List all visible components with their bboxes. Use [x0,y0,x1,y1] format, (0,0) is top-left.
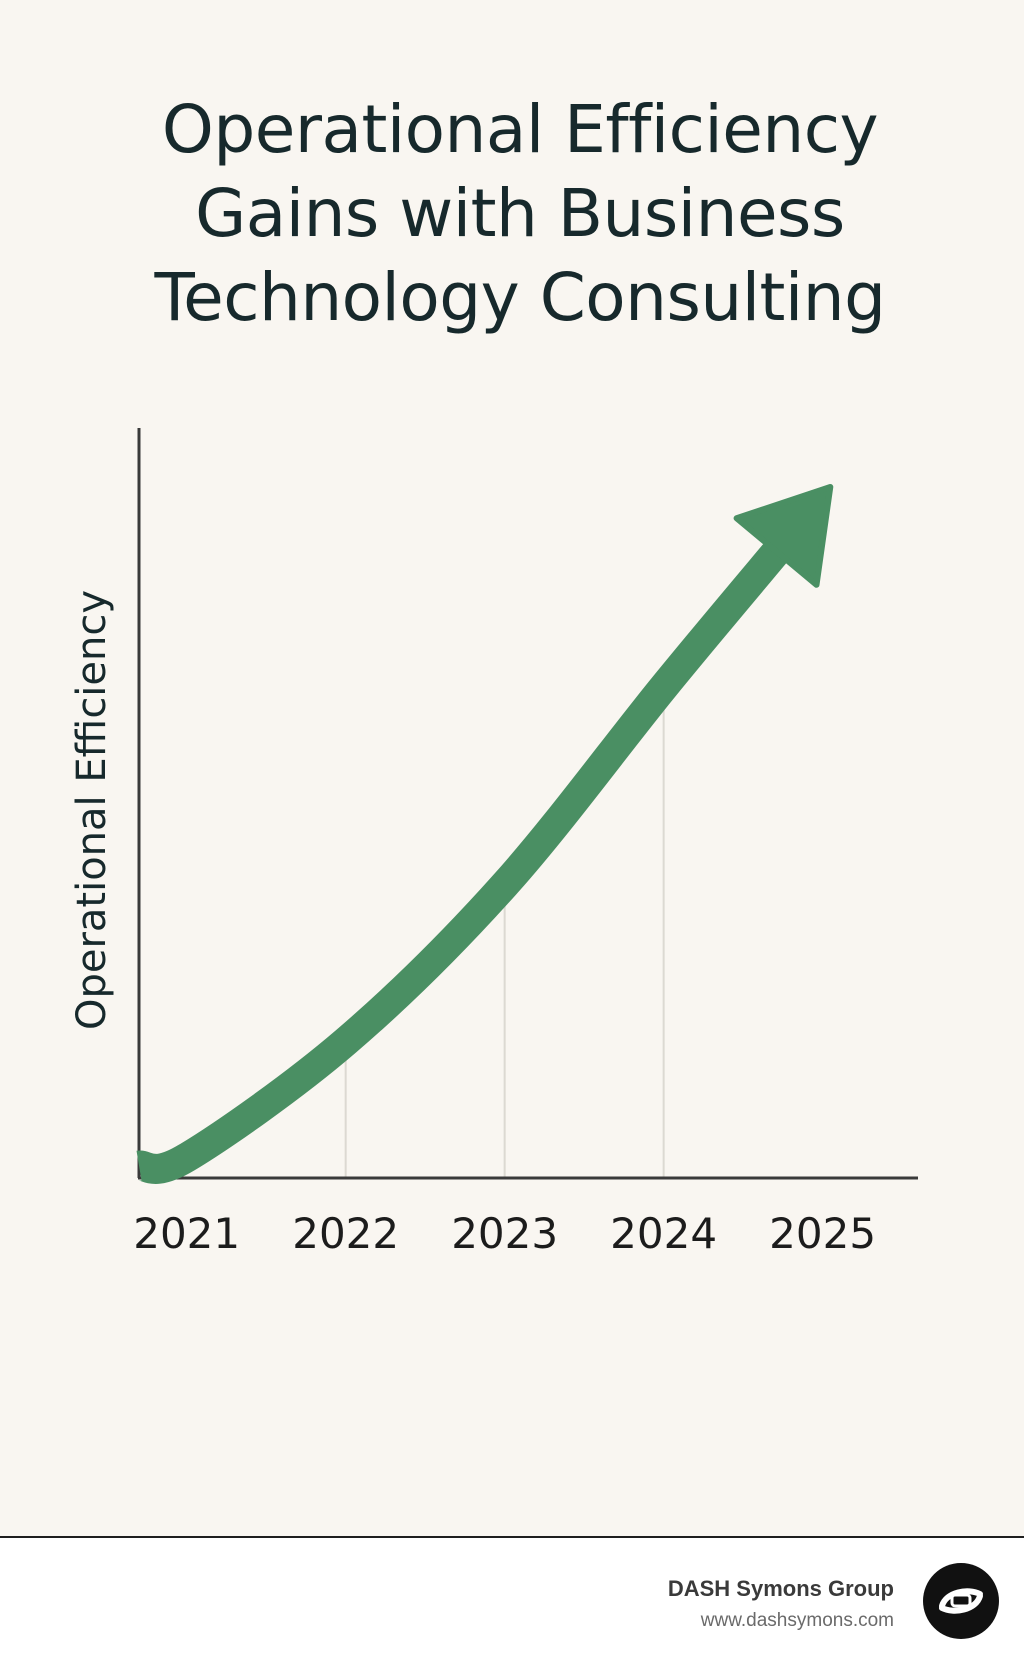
y-axis-label: Operational Efficiency [69,590,115,1030]
chart-title-line-2: Gains with Business [195,175,845,252]
brand-name: DASH Symons Group [667,1576,894,1601]
chart-title-line-1: Operational Efficiency [161,91,879,168]
x-tick-label-2021: 2021 [133,1209,240,1258]
footer: DASH Symons Group www.dashsymons.com [0,1536,1024,1666]
series-arrowhead [733,483,834,588]
x-tick-label-2024: 2024 [610,1209,717,1258]
x-tick-label-2025: 2025 [769,1209,876,1258]
x-tick-label-2022: 2022 [292,1209,399,1258]
data-point-2023 [504,884,506,886]
chart-title-line-3: Technology Consulting [154,259,886,336]
efficiency-chart: 2021 2022 2023 2024 2025 Operational Efficie… [69,428,918,1258]
series-line-efficiency [136,534,795,1184]
x-tick-label-2023: 2023 [451,1209,558,1258]
brand-url: www.dashsymons.com [700,1610,894,1631]
data-point-2024 [663,686,665,688]
data-point-2025 [822,495,824,497]
data-point-2021 [186,1157,188,1159]
data-point-2022 [345,1041,347,1043]
x-tick-labels: 2021 2022 2023 2024 2025 [133,1209,876,1258]
dash-logo-icon [923,1563,999,1639]
grid-layer [344,687,665,1178]
chart-title: Operational Efficiency Gains with Busine… [100,88,940,340]
